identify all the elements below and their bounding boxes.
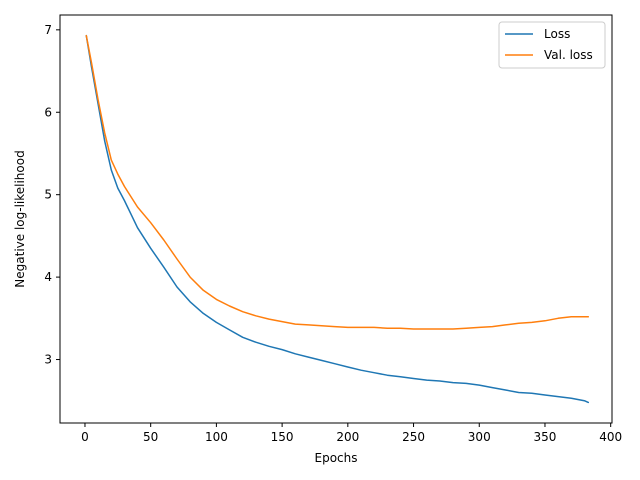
x-tick-label: 250 [402, 430, 425, 444]
x-axis: 0 50 100 150 200 250 300 350 400 [81, 423, 622, 444]
series-line-val-loss [85, 34, 590, 330]
legend: Loss Val. loss [498, 21, 606, 69]
y-tick-label: 3 [44, 353, 52, 367]
x-tick-label: 350 [534, 430, 557, 444]
series-layer [85, 34, 590, 404]
y-axis-label: Negative log-likelihood [13, 150, 27, 287]
x-tick-label: 200 [336, 430, 359, 444]
legend-label: Val. loss [544, 48, 593, 62]
y-tick-label: 5 [44, 188, 52, 202]
y-tick-label: 4 [44, 270, 52, 284]
x-tick-label: 0 [81, 430, 89, 444]
legend-label: Loss [544, 27, 570, 41]
x-tick-label: 300 [468, 430, 491, 444]
x-tick-label: 150 [271, 430, 294, 444]
y-tick-label: 7 [44, 23, 52, 37]
series-line-loss [85, 34, 590, 404]
axes-frame [59, 14, 613, 424]
y-tick-label: 6 [44, 105, 52, 119]
x-tick-label: 400 [599, 430, 622, 444]
y-axis: 3 4 5 6 7 [44, 23, 60, 367]
x-axis-label: Epochs [315, 451, 358, 465]
x-tick-label: 50 [143, 430, 158, 444]
x-tick-label: 100 [205, 430, 228, 444]
